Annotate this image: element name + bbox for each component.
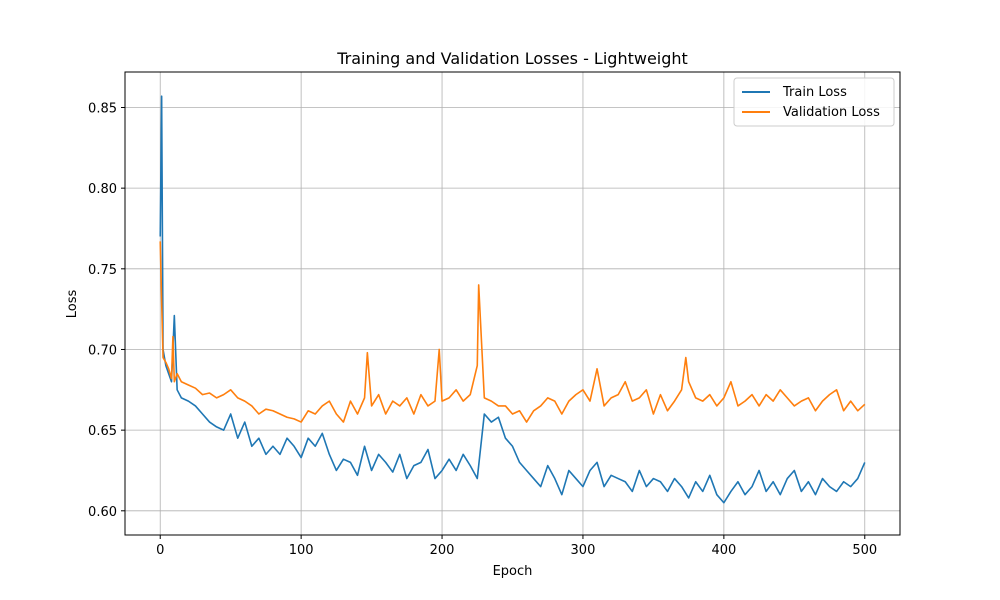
legend-label-validation: Validation Loss [783,105,880,120]
legend-label-train: Train Loss [782,85,847,100]
y-axis-label: Loss [65,290,80,319]
y-tick-label: 0.65 [88,424,117,439]
x-tick-label: 200 [430,543,455,558]
plot-frame [124,71,901,536]
train-loss-line [159,95,866,504]
grid [125,72,900,535]
y-tick-label: 0.70 [88,343,117,358]
x-tick-label: 300 [571,543,596,558]
y-tick-label: 0.85 [88,101,117,116]
x-tick-label: 500 [852,543,877,558]
x-axis-label: Epoch [493,564,533,579]
y-tick-label: 0.80 [88,182,117,197]
legend: Train Loss Validation Loss [733,77,895,127]
y-axis-ticks: 0.60 0.65 0.70 0.75 0.80 0.85 [88,101,125,520]
validation-loss-line [159,241,866,423]
y-tick-label: 0.75 [88,263,117,278]
series-lines [159,95,866,504]
x-tick-label: 100 [289,543,314,558]
chart-title: Training and Validation Losses - Lightwe… [336,49,688,68]
y-tick-label: 0.60 [88,505,117,520]
x-axis-ticks: 0 100 200 300 400 500 [156,535,877,558]
legend-box [733,77,895,127]
x-tick-label: 400 [711,543,736,558]
x-tick-label: 0 [156,543,164,558]
